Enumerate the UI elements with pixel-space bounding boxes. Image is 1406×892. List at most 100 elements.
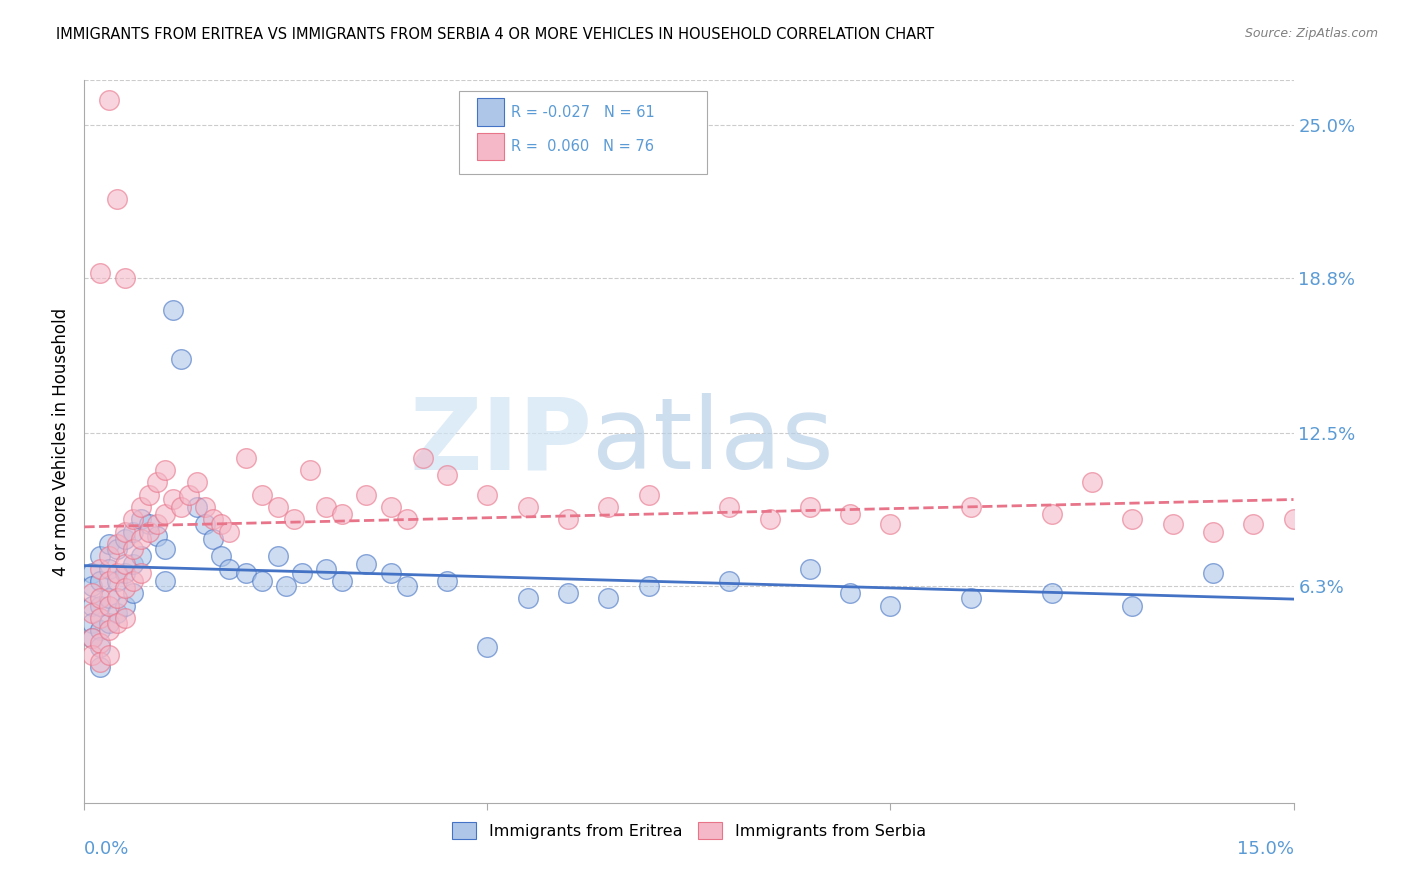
Point [89,574,111,588]
Point [315,561,337,575]
Point [82,579,104,593]
Point [1241,517,1264,532]
Point [598,500,620,514]
Point [557,586,579,600]
Point [267,500,290,514]
Point [799,561,821,575]
Point [82,599,104,613]
FancyBboxPatch shape [478,133,503,161]
Point [153,574,176,588]
Point [1202,524,1225,539]
Point [114,270,136,285]
Point [82,586,104,600]
Point [82,615,104,630]
Point [179,487,201,501]
Point [105,537,128,551]
Point [114,599,136,613]
Point [97,623,120,637]
Point [194,517,217,532]
Point [89,266,111,280]
Point [105,606,128,620]
Point [477,640,499,655]
Point [436,574,458,588]
Point [138,487,160,501]
Point [799,500,821,514]
Text: Source: ZipAtlas.com: Source: ZipAtlas.com [1244,27,1378,40]
Point [516,591,538,606]
Point [250,487,273,501]
Point [89,655,111,669]
Point [121,557,143,571]
Point [879,517,901,532]
Point [315,500,337,514]
Point [121,512,143,526]
Point [299,463,322,477]
Point [114,581,136,595]
Point [960,500,983,514]
Point [89,635,111,649]
Point [97,549,120,564]
Point [186,475,208,490]
Point [1282,512,1305,526]
Point [89,640,111,655]
Point [146,475,169,490]
Y-axis label: 4 or more Vehicles in Household: 4 or more Vehicles in Household [52,308,70,575]
Point [356,557,378,571]
Point [114,566,136,581]
Point [97,648,120,662]
Point [209,517,232,532]
Point [153,508,176,522]
Point [557,512,579,526]
Point [97,591,120,606]
Point [97,574,120,588]
Point [291,566,314,581]
Point [839,586,862,600]
Point [330,508,353,522]
Point [758,512,780,526]
Point [1161,517,1184,532]
Point [89,611,111,625]
Point [395,512,418,526]
Point [637,487,659,501]
Point [839,508,862,522]
Point [89,561,111,575]
Point [162,302,184,317]
Point [1040,586,1063,600]
Point [89,660,111,674]
Point [114,524,136,539]
Point [412,450,434,465]
Point [162,492,184,507]
Point [97,537,120,551]
Point [1121,599,1143,613]
Point [129,532,152,546]
Point [105,192,128,206]
Point [718,574,741,588]
Point [138,524,160,539]
Point [105,566,128,581]
Point [105,541,128,556]
Point [356,487,378,501]
Point [153,463,176,477]
Point [114,532,136,546]
Point [170,500,193,514]
Point [194,500,217,514]
Point [129,566,152,581]
Point [250,574,273,588]
Point [114,557,136,571]
Point [235,566,257,581]
Point [121,524,143,539]
Point [82,606,104,620]
Point [718,500,741,514]
Point [380,500,402,514]
Point [516,500,538,514]
Point [1202,566,1225,581]
Point [82,631,104,645]
Text: 0.0%: 0.0% [84,839,129,858]
Point [598,591,620,606]
Point [477,487,499,501]
Point [637,579,659,593]
Point [186,500,208,514]
Legend: Immigrants from Eritrea, Immigrants from Serbia: Immigrants from Eritrea, Immigrants from… [446,816,932,846]
Point [395,579,418,593]
Point [89,591,111,606]
